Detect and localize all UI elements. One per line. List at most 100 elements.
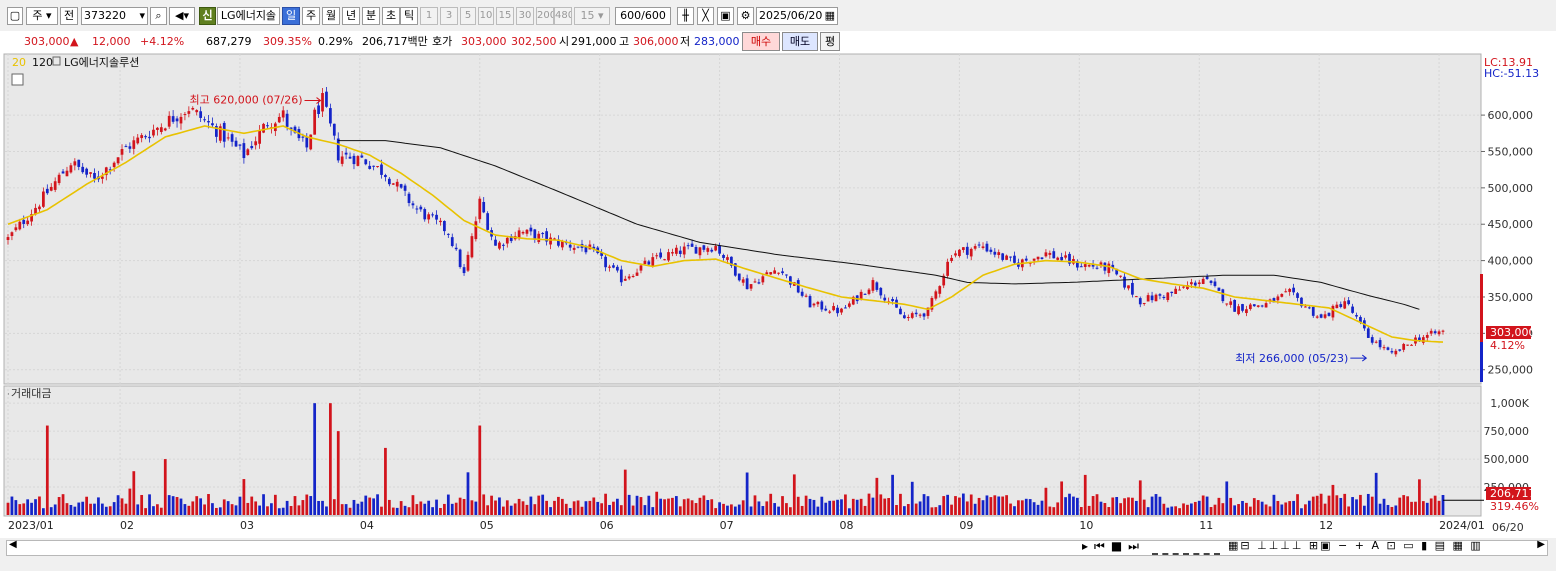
candle-body — [808, 296, 812, 308]
range-bar-down — [1480, 342, 1483, 382]
candle-body — [85, 168, 89, 175]
volume-bar — [781, 496, 784, 515]
volume-bar — [914, 503, 918, 515]
candle-body — [899, 308, 902, 315]
volume-ratio: 309.35% — [263, 35, 312, 48]
candle-body — [883, 297, 887, 301]
candle-body — [1264, 303, 1268, 308]
tool-icons[interactable]: ▦⊟ ⊥⊥⊥⊥ ⊞▣ − + A ⊡ ▭ ▮ ▤ ▦ ▥ — [1228, 539, 1483, 552]
eval-button[interactable]: 평 — [820, 32, 840, 51]
tick-count-15[interactable]: 15 — [496, 7, 514, 25]
ask: 303,000 — [461, 35, 507, 48]
candle-body — [1119, 275, 1122, 277]
candle-body — [368, 165, 372, 169]
code-input[interactable]: 373220 ▾ — [81, 7, 148, 25]
scroll-left-icon[interactable]: ◀ — [9, 539, 17, 550]
candle-body — [26, 220, 30, 225]
volume-bar — [494, 500, 497, 515]
count-field[interactable]: 600/600 — [615, 7, 671, 25]
all-button[interactable]: 전 — [60, 7, 78, 25]
volume-bar — [395, 507, 399, 515]
grid-toggle-icon[interactable] — [11, 73, 24, 86]
candle-body — [1044, 252, 1048, 257]
tick-count-3[interactable]: 3 — [440, 7, 458, 25]
window-icon[interactable]: ▢ — [7, 7, 23, 25]
tick-count-480[interactable]: 480 — [554, 7, 572, 25]
x-tick-label: 10 — [1079, 519, 1093, 532]
candle-body — [1095, 267, 1099, 269]
candle-body — [454, 247, 458, 250]
y-tick-label: 450,000 — [1488, 218, 1534, 231]
interval-5[interactable]: 초 — [382, 7, 400, 25]
candle-body — [906, 317, 910, 319]
volume-bar — [1134, 500, 1138, 515]
tick-count-5[interactable]: 5 — [460, 7, 476, 25]
gear-icon[interactable]: ⚙ — [737, 7, 754, 25]
volume-bar — [148, 494, 151, 515]
candle-body — [741, 279, 745, 283]
horizontal-scrollbar[interactable]: ◀ ▶ — [6, 539, 1548, 556]
calendar-icon[interactable]: ▦ — [824, 9, 835, 22]
volume-bar — [1036, 504, 1040, 515]
volume-bar — [903, 506, 906, 515]
volume-bar — [1154, 494, 1158, 515]
volume-bar — [403, 505, 407, 515]
volume-bar — [1280, 504, 1284, 515]
zoom-slider[interactable] — [1152, 539, 1220, 555]
volume-bar — [930, 507, 934, 515]
playback-controls[interactable]: ▸⏮■⏭ — [1082, 539, 1145, 553]
volume-bar — [104, 506, 108, 515]
volume-bar — [439, 508, 442, 515]
candle-type-icon[interactable]: ╫ — [677, 7, 694, 25]
line-tool-icon[interactable]: ╳ — [697, 7, 714, 25]
volume-bar — [584, 501, 588, 515]
period-value-field[interactable]: 15 ▾ — [574, 7, 610, 25]
interval-3[interactable]: 년 — [342, 7, 360, 25]
candle-body — [627, 276, 631, 279]
tick-count-200[interactable]: 200 — [536, 7, 554, 25]
search-icon[interactable]: ⌕ — [150, 7, 167, 25]
date-input[interactable]: 2025/06/20 ▦ — [756, 7, 838, 25]
tick-count-10[interactable]: 10 — [478, 7, 494, 25]
volume-bar — [305, 494, 309, 515]
candle-body — [773, 270, 777, 274]
bid: 302,500 — [511, 35, 557, 48]
interval-6[interactable]: 틱 — [400, 7, 418, 25]
interval-4[interactable]: 분 — [362, 7, 380, 25]
candle-body — [914, 312, 918, 315]
candle-body — [1418, 337, 1421, 341]
candle-body — [1288, 288, 1292, 292]
tick-count-1[interactable]: 1 — [420, 7, 438, 25]
candle-body — [1272, 298, 1276, 303]
save-icon[interactable]: ▣ — [717, 7, 734, 25]
scroll-right-icon[interactable]: ▶ — [1537, 539, 1545, 550]
candle-body — [321, 93, 324, 112]
open-label: 시 — [559, 35, 570, 48]
sell-button[interactable]: 매도 — [782, 32, 818, 51]
volume-bar — [1390, 506, 1394, 515]
candle-body — [38, 206, 41, 210]
candle-body — [1276, 296, 1280, 301]
volume-bar — [942, 496, 946, 515]
candle-body — [1292, 287, 1295, 293]
tick-count-30[interactable]: 30 — [516, 7, 534, 25]
volume-bar — [1197, 500, 1201, 515]
interval-2[interactable]: 월 — [322, 7, 340, 25]
candle-body — [710, 249, 714, 252]
volume-bar — [77, 502, 81, 515]
volume-bar — [1429, 498, 1433, 515]
stock-name-field[interactable]: LG에너지솔 — [217, 7, 280, 25]
period-type-select[interactable]: 주 ▾ — [26, 7, 58, 25]
volume-bar — [910, 481, 914, 515]
candle-body — [1083, 264, 1087, 267]
interval-0[interactable]: 일 — [282, 7, 300, 25]
volume-bar — [1433, 495, 1437, 515]
volume-bar — [1186, 504, 1189, 515]
buy-button[interactable]: 매수 — [742, 32, 780, 51]
volume-bar — [958, 497, 961, 515]
interval-1[interactable]: 주 — [302, 7, 320, 25]
speaker-icon[interactable]: ◀▾ — [169, 7, 195, 25]
volume-bar — [171, 496, 175, 515]
candle-body — [30, 214, 33, 222]
volume-bar — [372, 498, 376, 515]
